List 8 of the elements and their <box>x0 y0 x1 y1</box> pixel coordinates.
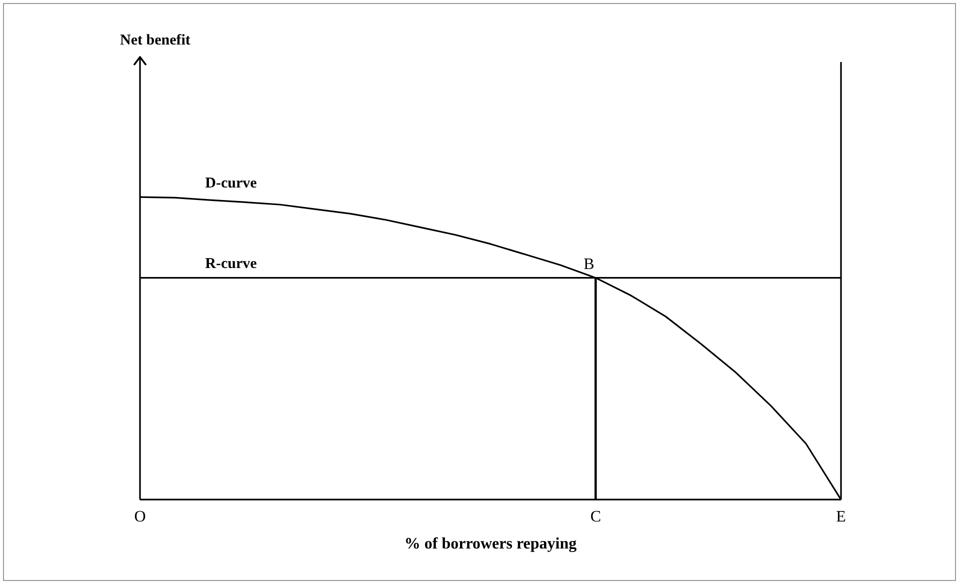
x-tick-label: O <box>134 508 146 526</box>
x-axis-title: % of borrowers repaying <box>404 536 577 553</box>
annotation: B <box>584 256 594 274</box>
text: Net benefit <box>120 32 190 48</box>
series-label: D-curve <box>205 175 258 192</box>
x-tick-label: E <box>836 508 846 526</box>
series-label: R-curve <box>205 256 258 272</box>
x-tick-label: C <box>590 508 601 526</box>
